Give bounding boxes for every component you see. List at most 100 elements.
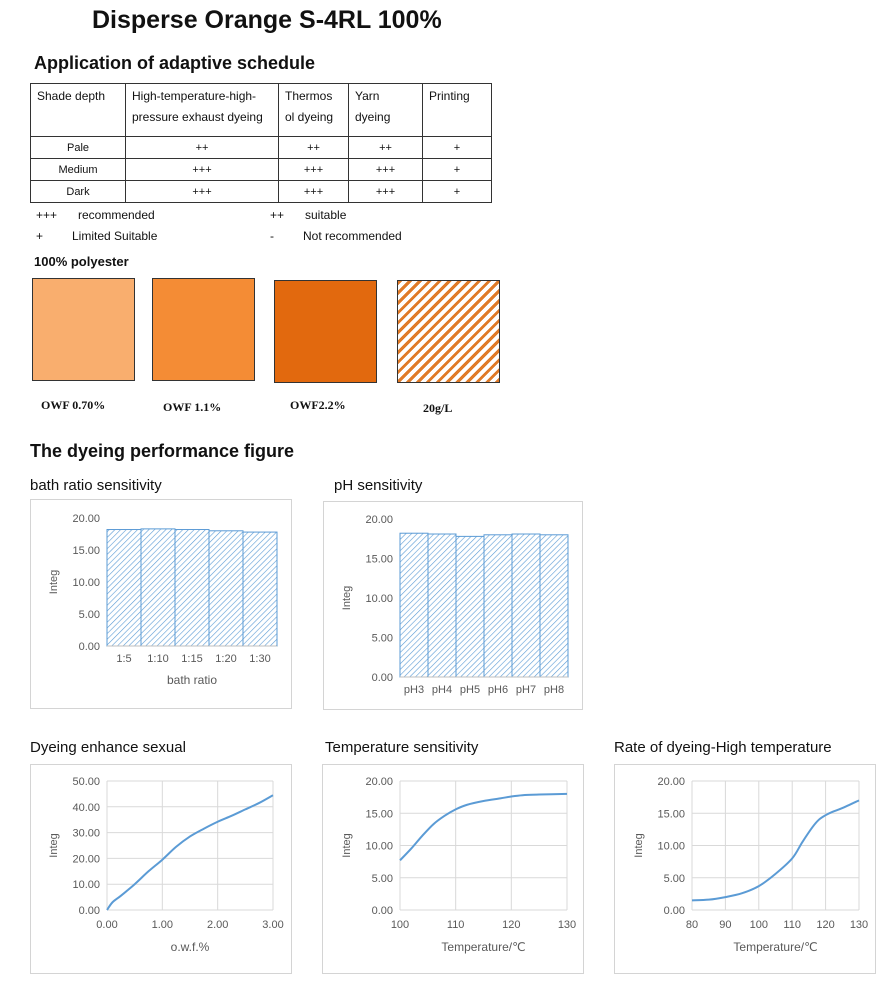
y-axis-label: Integ xyxy=(341,833,353,857)
y-tick-label: 10.00 xyxy=(365,593,393,605)
enhance-chart-svg: 0.00 10.00 20.00 30.00 40.00 50.00 Integ 0.00 1.… xyxy=(48,776,284,954)
swatch-label: 20g/L xyxy=(423,401,453,415)
row-cell: +++ xyxy=(278,158,349,181)
x-tick-label: 120 xyxy=(816,919,834,931)
y-tick-label: 0.00 xyxy=(664,905,685,917)
y-tick-label: 10.00 xyxy=(365,841,393,853)
x-axis-label: Temperature/℃ xyxy=(441,940,525,954)
ph-chart-svg: 0.00 5.00 10.00 15.00 20.00 Integ pH3 pH4 pH5 pH6… xyxy=(341,514,569,696)
x-tick-label: 80 xyxy=(686,919,698,931)
row-cell: + xyxy=(422,158,492,181)
header-line: Printing xyxy=(429,89,470,103)
header-thermosol: Thermos ol dyeing xyxy=(278,83,349,137)
row-cell: +++ xyxy=(125,158,279,181)
chart-rate-of-dyeing: 0.00 5.00 10.00 15.00 20.00 Integ 80 90 100 110 12… xyxy=(614,764,876,974)
chart-title: pH sensitivity xyxy=(334,477,423,494)
y-tick-label: 0.00 xyxy=(372,905,393,917)
y-tick-label: 20.00 xyxy=(365,514,393,526)
bar xyxy=(399,532,429,678)
x-axis-label: Temperature/℃ xyxy=(733,940,817,954)
x-tick-label: 110 xyxy=(783,919,801,931)
bar xyxy=(483,534,513,678)
bar xyxy=(427,533,457,678)
header-line: High-temperature-high- xyxy=(132,89,257,103)
y-tick-label: 0.00 xyxy=(79,905,100,917)
y-tick-label: 40.00 xyxy=(72,802,100,814)
y-axis-label: Integ xyxy=(48,570,60,594)
chart-title: Dyeing enhance sexual xyxy=(30,739,186,756)
x-tick-label: 1.00 xyxy=(152,919,173,931)
chart-ph: 0.00 5.00 10.00 15.00 20.00 Integ pH3 pH4 pH5 pH6… xyxy=(323,501,583,710)
row-cell: +++ xyxy=(125,180,279,203)
x-axis-label: bath ratio xyxy=(167,673,217,687)
swatch-owf-11 xyxy=(152,278,255,381)
x-tick-label: pH3 xyxy=(404,684,424,696)
y-tick-label: 15.00 xyxy=(72,545,100,557)
y-tick-label: 5.00 xyxy=(79,609,100,621)
y-tick-label: 0.00 xyxy=(372,672,393,684)
y-tick-label: 10.00 xyxy=(72,879,100,891)
bar xyxy=(174,529,210,647)
legend-meaning: Limited Suitable xyxy=(72,229,158,243)
swatch-owf-22 xyxy=(274,280,377,383)
y-axis-label: Integ xyxy=(341,586,353,610)
row-cell: +++ xyxy=(278,180,349,203)
y-tick-label: 10.00 xyxy=(72,577,100,589)
rate-chart-svg: 0.00 5.00 10.00 15.00 20.00 Integ 80 90 100 110 12… xyxy=(633,776,868,954)
x-tick-label: 100 xyxy=(750,919,768,931)
bar xyxy=(539,534,569,678)
bar xyxy=(208,530,244,647)
swatch-label: OWF2.2% xyxy=(290,398,346,412)
x-tick-label: 0.00 xyxy=(96,919,117,931)
row-cell: +++ xyxy=(348,180,423,203)
bar xyxy=(106,529,142,647)
legend-meaning: suitable xyxy=(305,208,347,222)
y-tick-label: 5.00 xyxy=(664,873,685,885)
x-tick-label: 100 xyxy=(391,919,409,931)
x-axis-label: o.w.f.% xyxy=(171,940,210,954)
legend-symbol: - xyxy=(270,229,274,243)
row-cell: ++ xyxy=(278,136,349,159)
y-tick-label: 0.00 xyxy=(79,641,100,653)
chart-title: Rate of dyeing-High temperature xyxy=(614,739,832,756)
legend-symbol: ++ xyxy=(270,208,285,222)
swatch-label: OWF 0.70% xyxy=(41,398,106,412)
bar xyxy=(511,533,541,678)
bar xyxy=(140,528,176,647)
chart-temperature: 0.00 5.00 10.00 15.00 20.00 Integ 100 110 120 130… xyxy=(322,764,584,974)
series-line xyxy=(691,799,860,902)
x-tick-label: pH8 xyxy=(544,684,564,696)
legend-meaning: Not recommended xyxy=(303,229,402,243)
header-yarn: Yarn dyeing xyxy=(348,83,423,137)
table-row: Medium +++ +++ +++ + xyxy=(30,158,492,181)
chart-bath-ratio: 0.00 5.00 10.00 15.00 20.00 Integ 1:5 1:10 1:15 1… xyxy=(30,499,292,709)
table-row: Pale ++ ++ ++ + xyxy=(30,136,492,159)
bath-ratio-chart-svg: 0.00 5.00 10.00 15.00 20.00 Integ 1:5 1:10 1:15 1… xyxy=(48,513,278,687)
row-cell: + xyxy=(422,136,492,159)
header-line: Yarn xyxy=(355,89,380,103)
series-line xyxy=(106,794,274,911)
x-tick-label: 130 xyxy=(850,919,868,931)
bar xyxy=(455,535,485,678)
x-tick-label: 1:30 xyxy=(249,653,270,665)
header-printing: Printing xyxy=(422,83,492,137)
header-line: pressure exhaust dyeing xyxy=(132,110,263,124)
y-tick-label: 5.00 xyxy=(372,873,393,885)
chart-dyeing-enhance: 0.00 10.00 20.00 30.00 40.00 50.00 Integ 0.00 1.… xyxy=(30,764,292,974)
bar xyxy=(242,531,278,647)
x-tick-label: 1:15 xyxy=(181,653,202,665)
y-tick-label: 20.00 xyxy=(72,513,100,525)
legend-symbol: + xyxy=(36,229,44,243)
x-tick-label: 1:20 xyxy=(215,653,236,665)
chart-title: bath ratio sensitivity xyxy=(30,477,162,494)
y-axis-label: Integ xyxy=(633,833,645,857)
swatch-owf-070 xyxy=(32,278,135,381)
x-tick-label: 1:10 xyxy=(147,653,168,665)
swatch-heading: 100% polyester xyxy=(34,254,129,269)
y-tick-label: 20.00 xyxy=(72,853,100,865)
schedule-heading: Application of adaptive schedule xyxy=(34,53,316,73)
header-line: dyeing xyxy=(355,110,391,124)
page-title: Disperse Orange S-4RL 100% xyxy=(92,6,442,34)
header-line: ol dyeing xyxy=(285,110,334,124)
row-shade: Pale xyxy=(30,136,126,159)
